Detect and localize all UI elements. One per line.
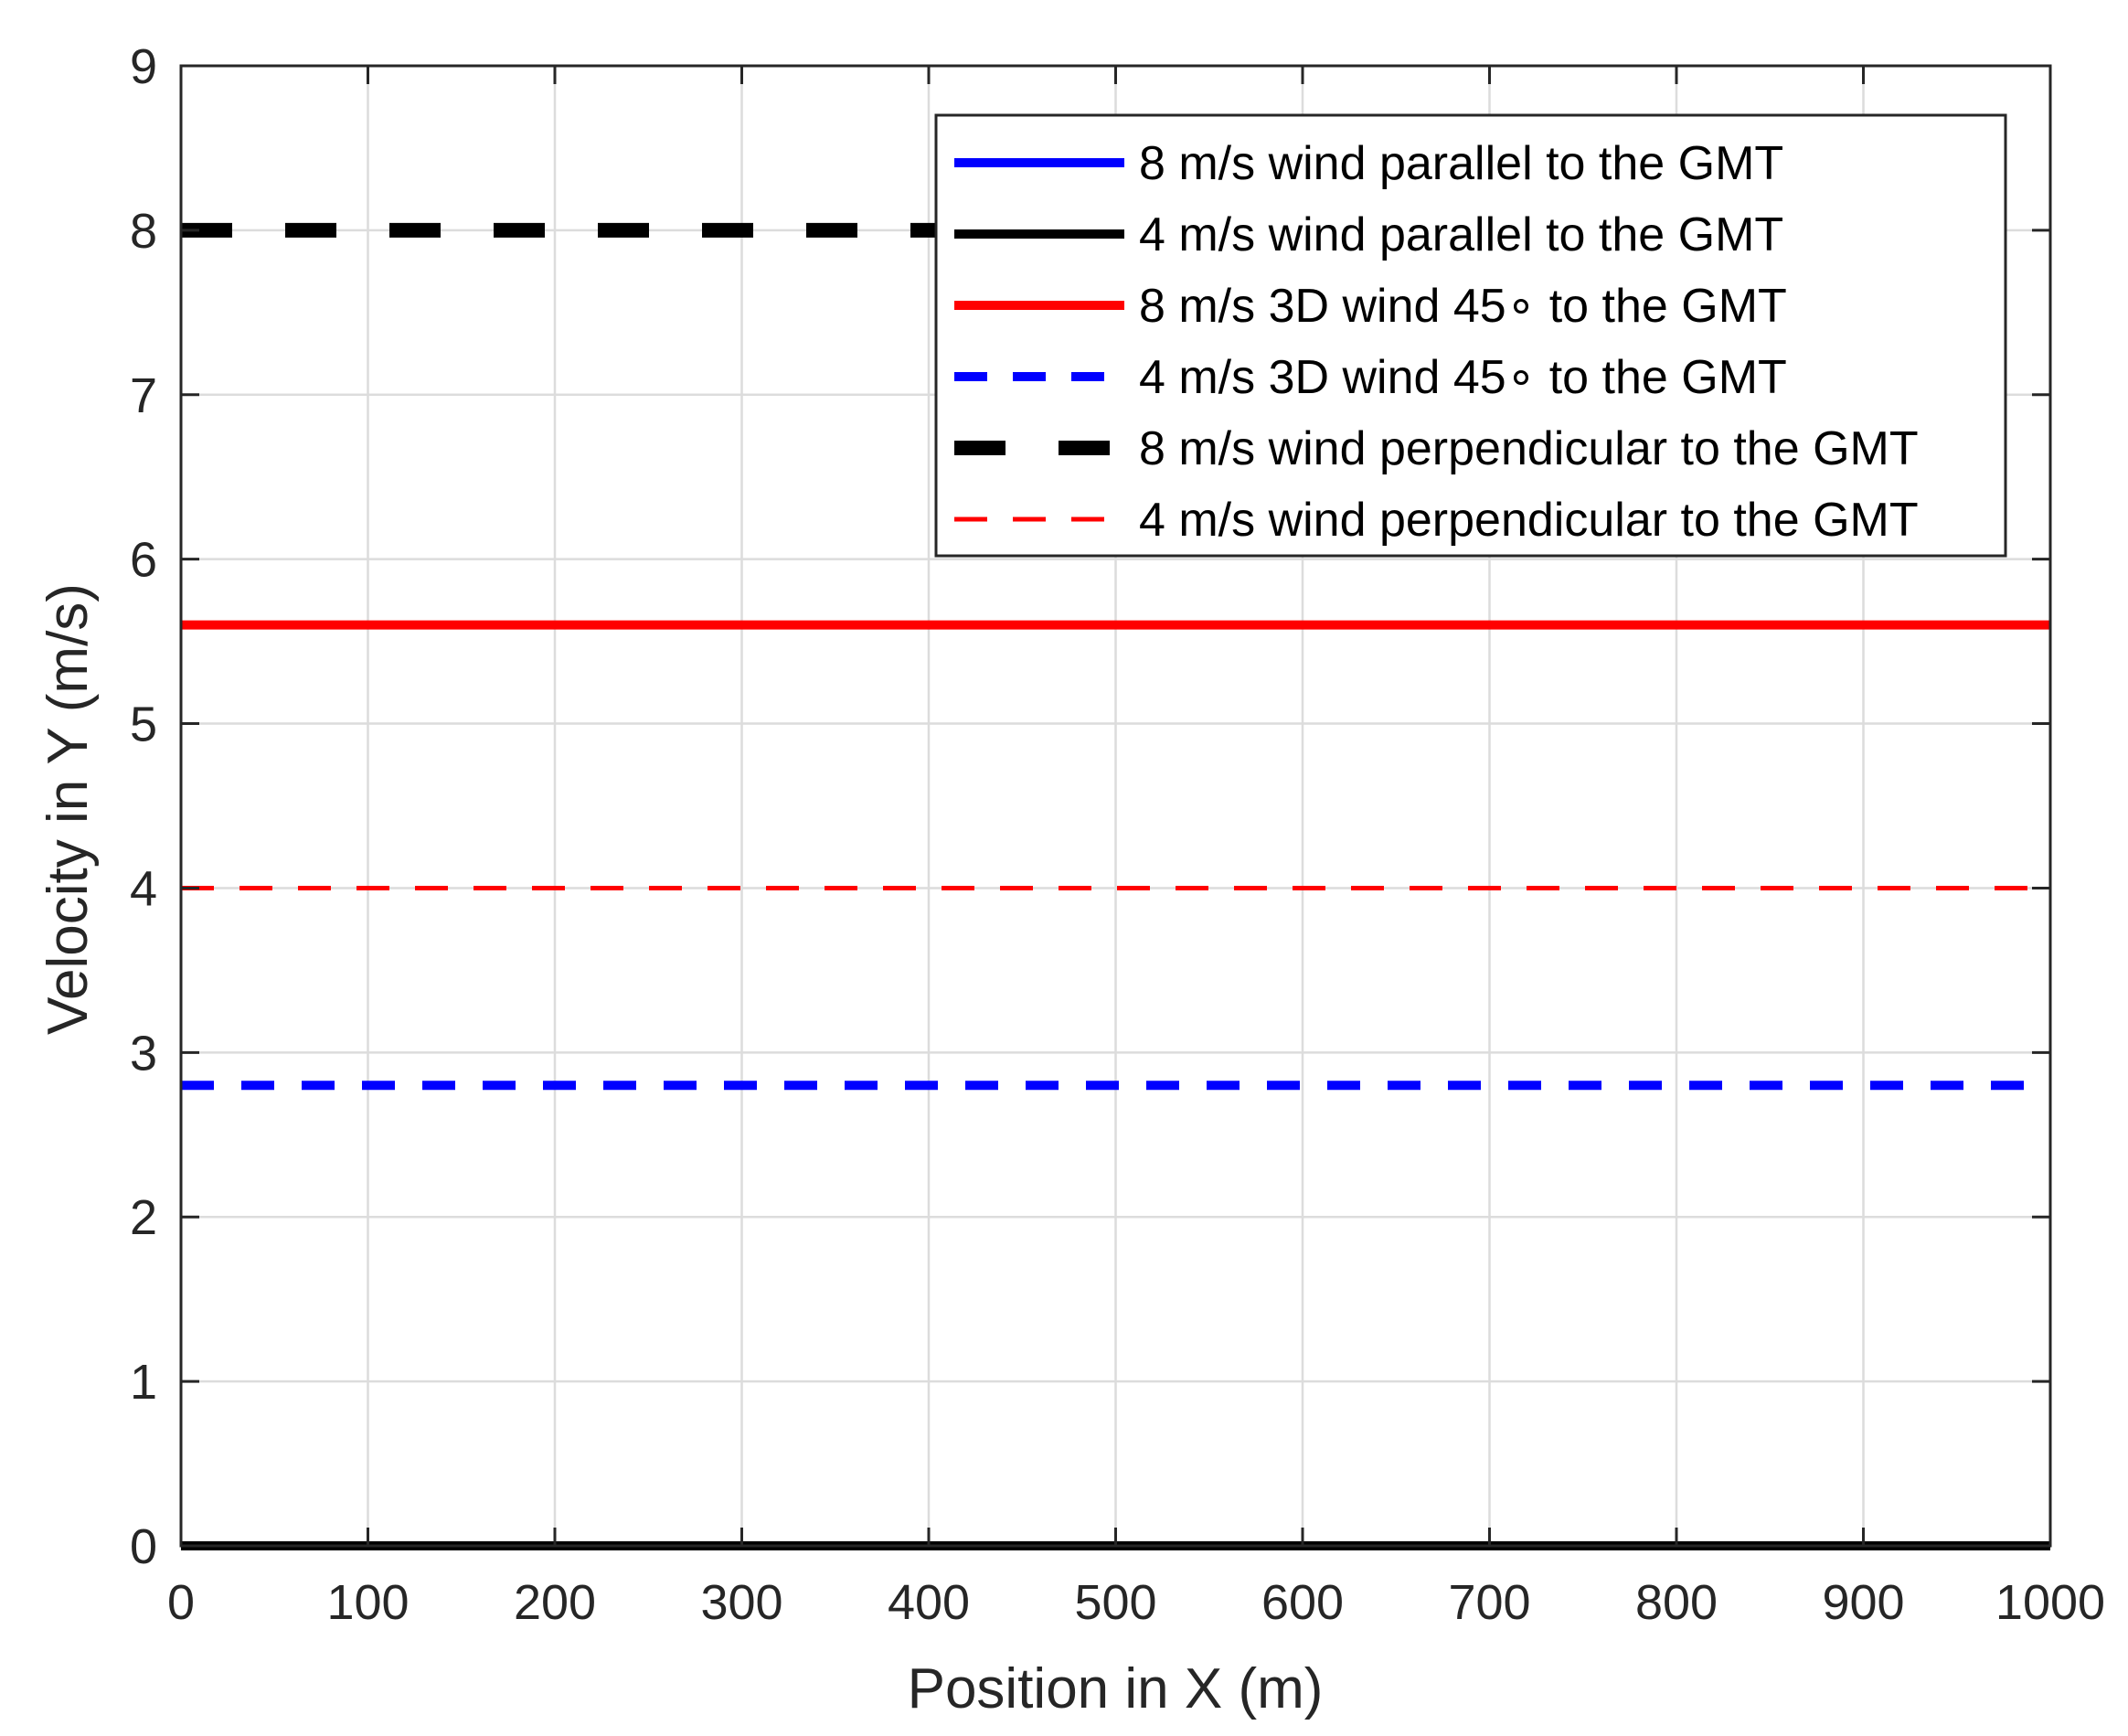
legend-label-1: 8 m/s wind parallel to the GMT [1139, 137, 1783, 190]
x-tick-label: 700 [1448, 1575, 1530, 1630]
x-tick-label: 400 [888, 1575, 970, 1630]
legend: 8 m/s wind parallel to the GMT 4 m/s wind… [934, 113, 2007, 558]
x-tick-label: 800 [1635, 1575, 1718, 1630]
x-tick-label: 500 [1074, 1575, 1156, 1630]
y-tick-label: 5 [130, 698, 157, 752]
y-tick-label: 4 [130, 861, 157, 916]
y-tick-label: 8 [130, 204, 157, 259]
x-tick-label: 0 [167, 1575, 195, 1630]
legend-label-4: 4 m/s 3D wind 45∘ to the GMT [1139, 351, 1787, 404]
x-tick-label: 300 [700, 1575, 782, 1630]
x-axis-label: Position in X (m) [908, 1657, 1324, 1720]
y-tick-label: 6 [130, 533, 157, 588]
y-tick-label: 2 [130, 1190, 157, 1245]
x-tick-label: 600 [1261, 1575, 1344, 1630]
y-tick-label: 9 [130, 39, 157, 94]
y-tick-label: 3 [130, 1026, 157, 1081]
legend-label-2: 4 m/s wind parallel to the GMT [1139, 208, 1783, 261]
y-tick-label: 7 [130, 368, 157, 423]
x-tick-label: 900 [1822, 1575, 1904, 1630]
legend-label-5: 8 m/s wind perpendicular to the GMT [1139, 422, 1919, 475]
x-tick-label: 200 [514, 1575, 596, 1630]
legend-label-3: 8 m/s 3D wind 45∘ to the GMT [1139, 280, 1787, 333]
axes [179, 64, 2052, 1548]
tick-labels: 0 100 200 300 400 500 600 700 800 900 1000 0 1 2 3 4 5 6 7… [130, 39, 2105, 1630]
x-tick-label: 100 [326, 1575, 409, 1630]
y-tick-label: 0 [130, 1519, 157, 1574]
legend-box [934, 113, 2007, 558]
y-tick-label: 1 [130, 1355, 157, 1410]
legend-label-6: 4 m/s wind perpendicular to the GMT [1139, 494, 1919, 547]
x-tick-label: 1000 [1995, 1575, 2105, 1630]
y-axis-label: Velocity in Y (m/s) [37, 583, 100, 1035]
